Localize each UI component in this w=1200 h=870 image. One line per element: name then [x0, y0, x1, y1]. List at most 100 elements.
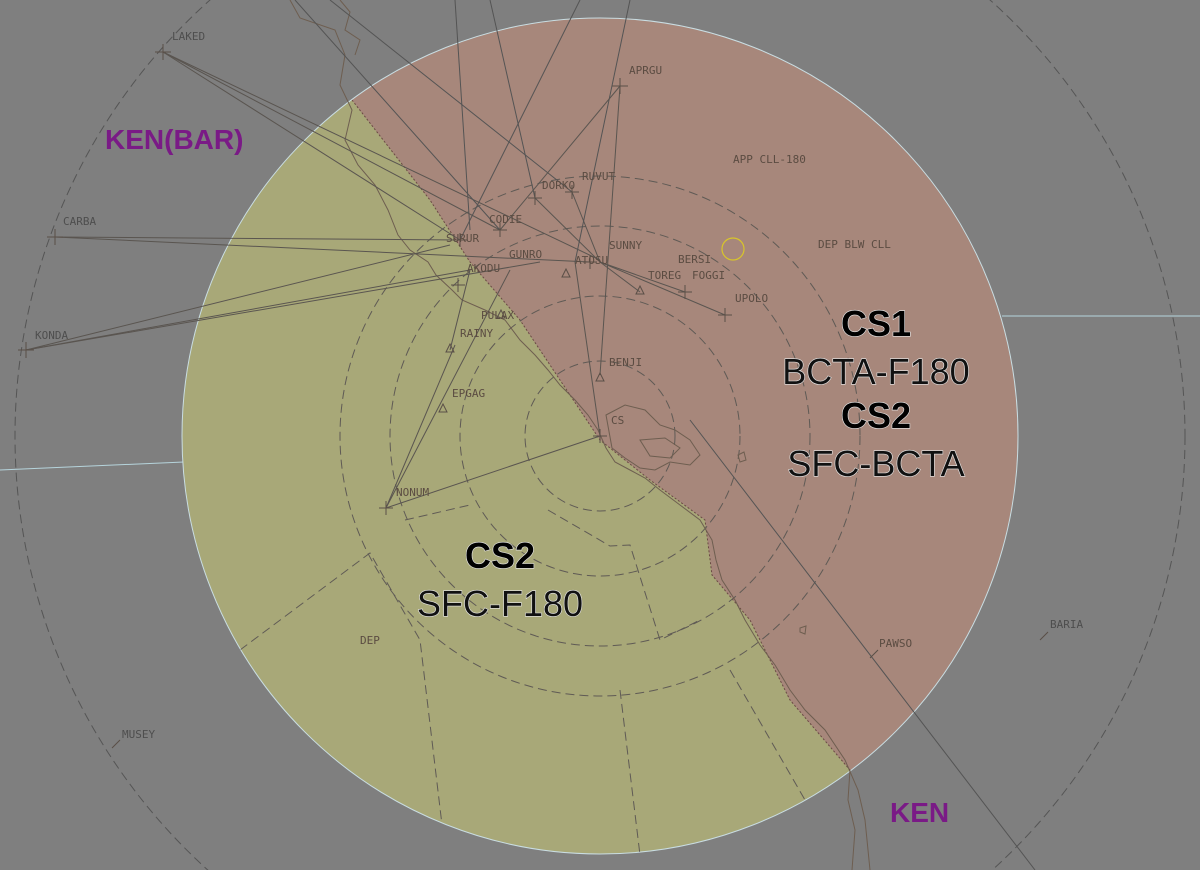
label-codie: CODIE [489, 213, 522, 226]
route-north-4 [489, 0, 536, 199]
waypoint-epgag-icon[interactable] [438, 402, 448, 413]
label-nonum: NONUM [396, 486, 429, 499]
air-routes [25, 0, 1036, 870]
label-musey: MUSEY [122, 728, 155, 741]
west-cs2-title: CS2 [465, 535, 535, 576]
route-laked-sunny [162, 51, 601, 261]
route-konda-akodu [25, 269, 471, 351]
label-akodu: AKODU [467, 262, 500, 275]
label-dorko: DORKO [542, 179, 575, 192]
north-coast [339, 0, 361, 56]
route-sunny-upolo [599, 261, 726, 316]
route-akodu-rainy [449, 269, 471, 351]
waypoint-symbols [18, 44, 1049, 749]
route-dorko-sunny [534, 197, 601, 263]
sector-label-ken: KEN [890, 797, 949, 828]
route-konda-surur [25, 244, 451, 351]
route-north-2 [329, 0, 573, 193]
waypoint-foggi-icon[interactable] [678, 285, 692, 299]
waypoint-codie-icon[interactable] [493, 223, 507, 237]
selection-ring[interactable] [721, 237, 745, 261]
route-sunny-toreg [599, 261, 641, 293]
range-ring-1 [524, 360, 676, 512]
route-rainy-nonum [385, 344, 456, 509]
waypoint-pulax-icon[interactable] [496, 308, 506, 319]
waypoint-konda-icon[interactable] [18, 342, 34, 358]
waypoint-carba-icon[interactable] [47, 229, 63, 245]
label-cs: CS [611, 414, 624, 427]
terminal-area-outline [181, 17, 1019, 855]
area-dep: DEP [360, 634, 380, 647]
label-laked: LAKED [172, 30, 205, 43]
waypoint-upolo-icon[interactable] [718, 308, 732, 322]
waypoint-dorko-icon[interactable] [528, 191, 542, 205]
label-konda: KONDA [35, 329, 68, 342]
label-baria: BARIA [1050, 618, 1083, 631]
waypoint-musey-icon[interactable] [111, 739, 121, 749]
waypoint-ruvut-icon[interactable] [565, 185, 579, 199]
route-north-6 [574, 0, 631, 263]
fir-boundary-west [0, 461, 185, 471]
coastline-path [289, 0, 871, 870]
route-north-1 [294, 0, 501, 231]
islet-2 [737, 451, 747, 463]
label-bersi: BERSI [678, 253, 711, 266]
area-labels: APP CLL-180 DEP BLW CLL DEP [360, 153, 891, 647]
west-airspace-labels: CS2 SFC-F180 [416, 534, 583, 624]
sector-split-line [351, 99, 851, 771]
label-aprgu: APRGU [629, 64, 662, 77]
waypoint-rainy-icon[interactable] [445, 342, 455, 353]
waypoint-laked-icon[interactable] [155, 44, 171, 60]
waypoint-akodu-icon[interactable] [451, 278, 465, 292]
sub-boundary-s [547, 509, 701, 641]
range-ring-3 [389, 225, 811, 647]
waypoint-toreg-icon[interactable] [635, 284, 645, 295]
waypoint-atosu-icon[interactable] [583, 255, 597, 269]
waypoint-gunro-icon[interactable] [561, 267, 571, 278]
waypoint-nonum-icon[interactable] [379, 501, 393, 515]
waypoint-baria-icon[interactable] [1039, 631, 1049, 641]
route-laked-surur [162, 51, 461, 241]
east-airspace[interactable] [352, 0, 1100, 770]
route-carba-atosu [54, 236, 591, 263]
sub-boundary-sw [239, 552, 446, 851]
gargano-coast [605, 404, 701, 471]
sector-label-ken-bar: KEN(BAR) [105, 124, 243, 155]
islet-1 [799, 625, 807, 635]
waypoint-labels: LAKED APRGU CARBA KONDA DORKO RUVUT CODI… [35, 30, 1083, 741]
waypoint-surur-icon[interactable] [453, 233, 467, 247]
label-carba: CARBA [63, 215, 96, 228]
route-nonum-cs [385, 435, 601, 509]
label-pulax: PULAX [481, 309, 514, 322]
waypoint-pawso-icon[interactable] [869, 649, 879, 659]
route-carba-surur [54, 236, 461, 241]
range-ring-2 [459, 295, 741, 577]
area-app-cll: APP CLL-180 [733, 153, 806, 166]
waypoint-benji-icon[interactable] [595, 371, 605, 382]
south-coast [847, 769, 856, 870]
route-gunro-nonum [385, 269, 511, 509]
east-cs2-title: CS2 [841, 395, 911, 436]
label-pawso: PAWSO [879, 637, 912, 650]
label-ruvut: RUVUT [582, 170, 615, 183]
east-cs2-range: SFC-BCTA [787, 443, 964, 484]
route-cs-south [689, 419, 1036, 870]
east-cs1-title: CS1 [841, 303, 911, 344]
label-toreg: TOREG [648, 269, 681, 282]
route-laked-codie [162, 51, 501, 231]
sub-boundary-s3 [729, 669, 806, 801]
lake-shape [639, 437, 681, 459]
sub-boundary-w [404, 504, 471, 521]
route-konda-gunro [25, 261, 541, 351]
range-ring-4 [339, 175, 861, 697]
label-benji: BENJI [609, 356, 642, 369]
route-sunny-foggi [599, 261, 686, 293]
label-upolo: UPOLO [735, 292, 768, 305]
label-rainy: RAINY [460, 327, 493, 340]
east-cs1-range: BCTA-F180 [782, 351, 969, 392]
waypoint-aprgu-icon[interactable] [612, 78, 628, 94]
waypoint-cs-icon[interactable] [593, 429, 607, 443]
area-dep-blw: DEP BLW CLL [818, 238, 891, 251]
outer-range-ring [14, 0, 1186, 870]
